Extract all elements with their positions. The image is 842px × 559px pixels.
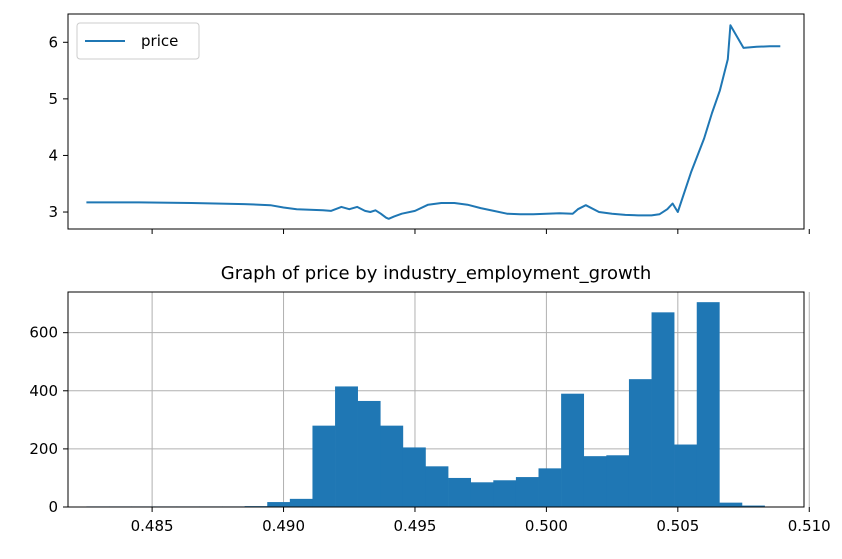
x-tick-label: 0.510 [788, 517, 831, 535]
histogram-bar [696, 302, 720, 507]
histogram-bar [335, 386, 358, 507]
histogram-bar [470, 482, 494, 507]
y-tick-label: 400 [29, 382, 58, 400]
histogram-bar [719, 502, 743, 507]
bottom-axes-frame [67, 291, 805, 508]
histogram-bar [538, 468, 562, 507]
histogram-bar [674, 444, 698, 507]
x-tick-label: 0.505 [656, 517, 699, 535]
histogram-bar [515, 477, 539, 507]
x-tick-label: 0.500 [525, 517, 568, 535]
legend: price [76, 22, 200, 60]
y-tick-label: 4 [48, 146, 58, 164]
y-tick-label: 0 [48, 498, 58, 516]
histogram-bar [380, 425, 404, 507]
y-tick-label: 600 [29, 324, 58, 342]
histogram-bar [357, 400, 381, 507]
histogram-bar [628, 379, 652, 507]
histogram-bar [606, 455, 630, 507]
histogram-bar [402, 447, 426, 507]
x-tick-label: 0.495 [393, 517, 436, 535]
legend-label: price [141, 32, 178, 50]
price-series-line [86, 24, 781, 220]
histogram-bar [561, 393, 585, 507]
histogram-bar [312, 425, 336, 507]
histogram-axes: 0 200 400 600 0.485 0.490 0.495 0.500 0.505 0.510… [29, 263, 830, 535]
histogram-bar [289, 498, 313, 507]
legend-box [76, 22, 200, 60]
histogram-bar [267, 502, 291, 507]
chart-title: Graph of price by industry_employment_gr… [221, 263, 651, 284]
y-tick-label: 3 [48, 203, 58, 221]
y-tick-label: 5 [48, 90, 58, 108]
price-line-axes: 3 4 5 6 price [48, 13, 810, 234]
histogram-bar [493, 480, 517, 507]
histogram-bar [448, 477, 471, 507]
y-tick-label: 6 [48, 33, 58, 51]
histogram-bar [583, 456, 607, 507]
y-tick-label: 200 [29, 440, 58, 458]
histogram-bar [651, 312, 675, 507]
histogram-bar [741, 505, 765, 507]
histogram-bar [425, 466, 449, 507]
x-tick-label: 0.490 [262, 517, 305, 535]
top-axes-frame [67, 13, 805, 230]
x-tick-label: 0.485 [131, 517, 174, 535]
